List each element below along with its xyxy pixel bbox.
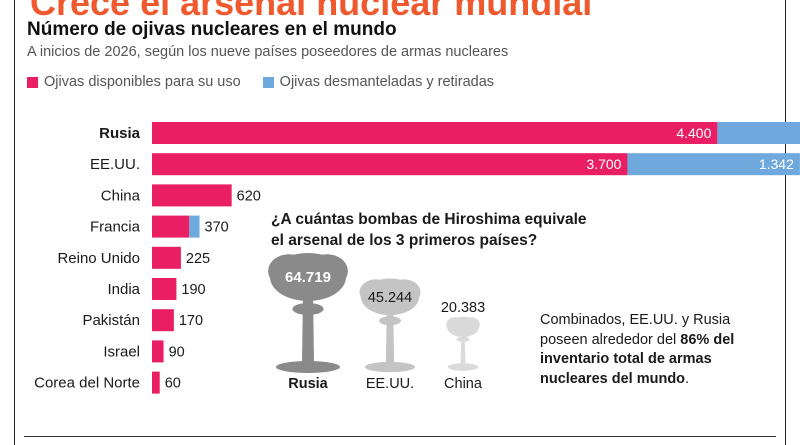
mushroom-ring [456, 336, 470, 343]
chart-subtitle: A inicios de 2026, según los nueve paíse… [27, 44, 509, 60]
mushroom-puff [268, 254, 310, 288]
value-label-total: 225 [186, 251, 210, 267]
hiroshima-country: Rusia [288, 376, 328, 392]
bar-available [152, 215, 190, 238]
mushroom-puff [462, 317, 480, 332]
category-label: EE.UU. [90, 156, 140, 173]
mushroom-puff [446, 317, 464, 332]
category-label: Reino Unido [57, 250, 140, 267]
legend-swatch-retired [262, 76, 274, 88]
hiroshima-question: ¿A cuántas bombas de Hiroshima equivale … [271, 211, 587, 249]
mushroom-base [276, 361, 340, 373]
category-label: India [107, 281, 140, 298]
legend-item-retired: Ojivas desmanteladas y retiradas [262, 74, 495, 90]
bar-available [152, 246, 181, 269]
mushroom-puff [306, 254, 348, 288]
bar-available [152, 122, 718, 144]
legend: Ojivas disponibles para su uso Ojivas de… [27, 74, 516, 90]
category-label: Israel [103, 343, 140, 360]
summary-note: Combinados, EE.UU. y Rusia poseen alrede… [540, 311, 770, 389]
category-label: Corea del Norte [34, 375, 140, 392]
note-text-post: . [685, 370, 690, 387]
mushroom-puff [388, 279, 421, 306]
mushroom-ring [292, 303, 324, 315]
note-text-pre: Combinados, EE.UU. y Rusia poseen alrede… [540, 312, 731, 348]
value-label-total: 60 [165, 376, 181, 392]
category-label: Francia [90, 219, 141, 236]
category-label: Rusia [99, 125, 141, 142]
value-label-available: 3.700 [586, 156, 621, 172]
legend-item-available: Ojivas disponibles para su uso [27, 74, 241, 90]
mushroom-base [447, 363, 479, 371]
value-label-total: 90 [169, 344, 185, 360]
mushroom-ring [379, 316, 401, 326]
value-label-total: 170 [179, 313, 203, 329]
mushroom-puff [359, 279, 392, 306]
value-label-available: 4.400 [676, 125, 711, 141]
bar-available [152, 371, 160, 394]
bar-available [152, 184, 232, 207]
bar-available [152, 153, 628, 176]
bar-available [152, 309, 174, 332]
hiroshima-country: China [444, 376, 483, 392]
value-label-total: 620 [237, 188, 261, 204]
chart-title: Número de ojivas nucleares en el mundo [27, 19, 397, 40]
mushroom-base [364, 361, 416, 373]
bar-available [152, 340, 164, 363]
category-label: China [101, 187, 141, 204]
legend-label-retired: Ojivas desmanteladas y retiradas [279, 74, 495, 90]
chart-frame [14, 0, 786, 445]
category-label: Pakistán [82, 312, 140, 329]
bar-retired [717, 122, 800, 144]
bar-available [152, 278, 177, 300]
value-label-total: 190 [181, 282, 205, 298]
bottom-rule [24, 436, 776, 437]
bar-retired [189, 215, 200, 238]
hiroshima-value: 45.244 [368, 290, 412, 306]
bar-retired [627, 153, 800, 176]
legend-label-available: Ojivas disponibles para su uso [44, 74, 241, 90]
hiroshima-value: 64.719 [285, 269, 331, 286]
note-text-bold: 86% del inventario total de armas nuclea… [540, 331, 735, 387]
mushroom-stem [302, 291, 314, 364]
value-label-total: 370 [205, 220, 229, 236]
hiroshima-value: 20.383 [441, 300, 485, 316]
headline: Crece el arsenal nuclear mundial [30, 0, 593, 23]
hiroshima-country: EE.UU. [366, 376, 414, 392]
mushroom-stem [385, 307, 395, 364]
legend-swatch-available [27, 76, 38, 88]
value-label-retired: 1.342 [759, 156, 794, 172]
